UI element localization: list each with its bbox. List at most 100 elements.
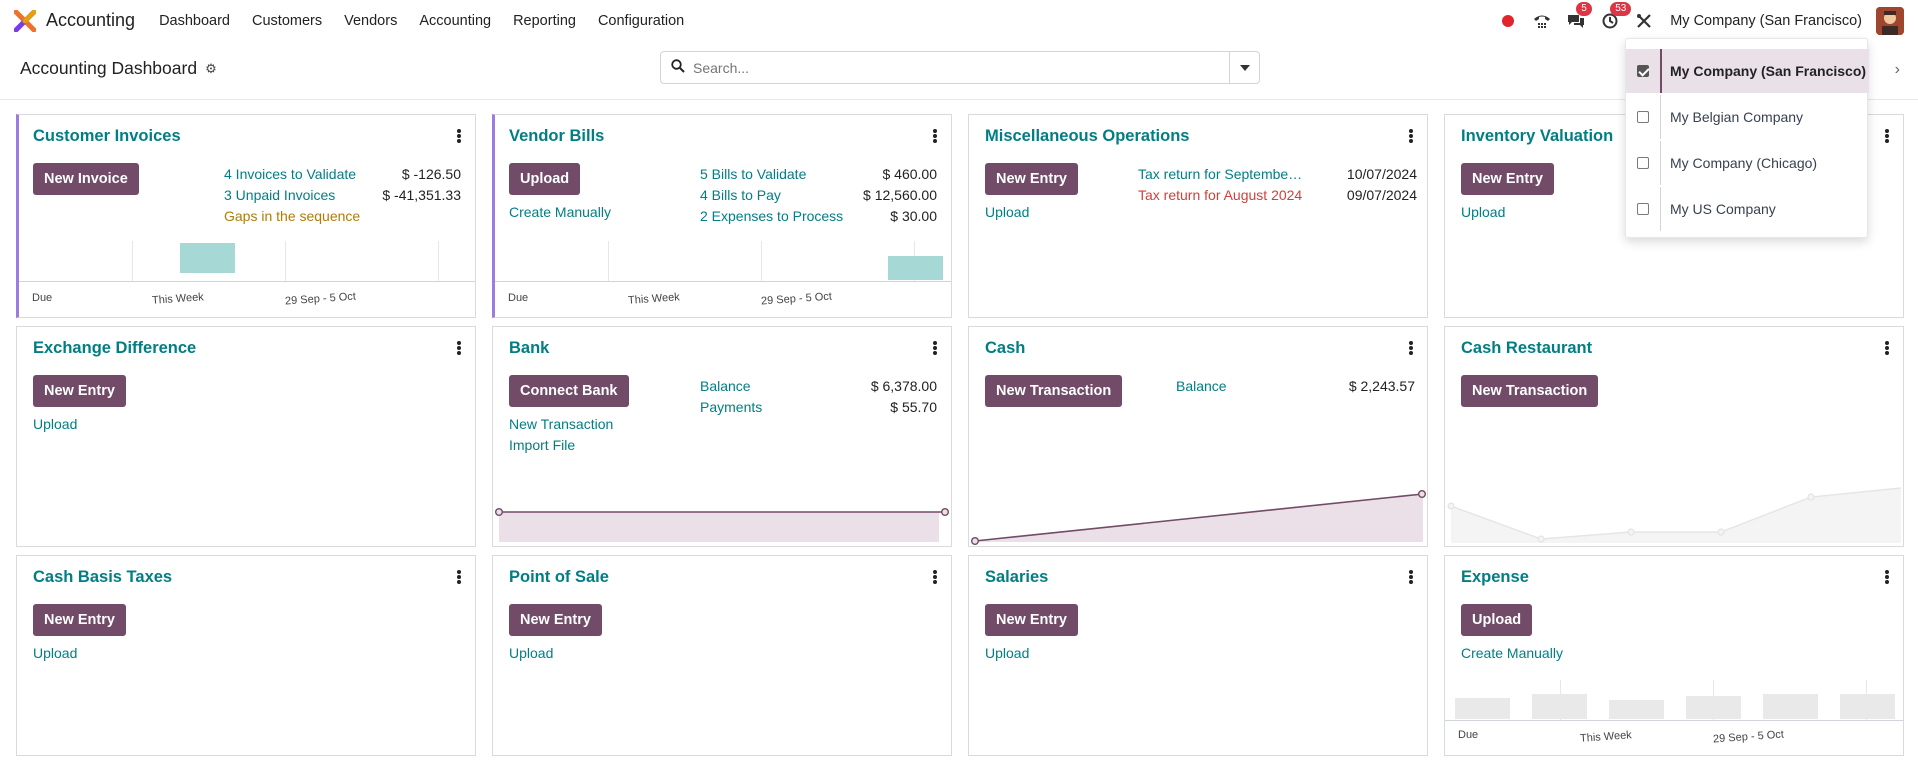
new-transaction-link[interactable]: New Transaction <box>509 416 614 432</box>
chart-baseline <box>1445 720 1903 721</box>
import-file-link[interactable]: Import File <box>509 437 576 453</box>
debug-tools-icon[interactable] <box>1634 11 1654 31</box>
balance-link[interactable]: Balance <box>1176 378 1227 394</box>
menu-dashboard[interactable]: Dashboard <box>159 12 230 29</box>
card-vendor-bills: Vendor Bills Upload Create Manually 5 Bi… <box>492 114 952 318</box>
activities-icon[interactable]: 53 <box>1600 1 1632 31</box>
new-entry-button[interactable]: New Entry <box>985 604 1078 636</box>
kebab-menu-icon[interactable] <box>933 570 937 584</box>
kebab-menu-icon[interactable] <box>457 570 461 584</box>
connect-bank-button[interactable]: Connect Bank <box>509 375 629 407</box>
tax-return-august-link[interactable]: Tax return for August 2024 <box>1138 187 1303 203</box>
kebab-menu-icon[interactable] <box>457 129 461 143</box>
chevron-right-icon[interactable]: › <box>1894 61 1900 78</box>
upload-button[interactable]: Upload <box>509 163 581 195</box>
upload-link[interactable]: Upload <box>1461 204 1506 220</box>
card-title[interactable]: Expense <box>1461 568 1529 586</box>
tax-return-september-link[interactable]: Tax return for Septembe… <box>1138 166 1303 182</box>
kebab-menu-icon[interactable] <box>1409 341 1413 355</box>
company-option-label[interactable]: My Company (San Francisco) <box>1670 63 1867 79</box>
company-option-label[interactable]: My Company (Chicago) <box>1670 155 1818 171</box>
user-avatar[interactable] <box>1876 6 1904 35</box>
upload-link[interactable]: Upload <box>33 645 78 661</box>
card-title[interactable]: Vendor Bills <box>509 127 605 145</box>
bills-to-validate-link[interactable]: 5 Bills to Validate <box>700 166 807 182</box>
upload-link[interactable]: Upload <box>33 416 78 432</box>
new-entry-button[interactable]: New Entry <box>1461 163 1554 195</box>
new-invoice-button[interactable]: New Invoice <box>33 163 139 195</box>
bills-to-pay-link[interactable]: 4 Bills to Pay <box>700 187 781 203</box>
checkbox-icon[interactable] <box>1637 111 1649 123</box>
company-option[interactable]: My Company (San Francisco) <box>1626 49 1869 93</box>
invoices-to-validate-link[interactable]: 4 Invoices to Validate <box>224 166 357 182</box>
company-option[interactable]: My Company (Chicago) <box>1626 141 1869 185</box>
menu-configuration[interactable]: Configuration <box>597 12 685 29</box>
gear-icon[interactable]: ⚙ <box>205 60 217 76</box>
card-title[interactable]: Bank <box>509 339 550 357</box>
card-title[interactable]: Exchange Difference <box>33 339 197 357</box>
search-options-toggle[interactable] <box>1229 52 1259 83</box>
company-option-label[interactable]: My US Company <box>1670 201 1776 217</box>
expenses-to-process-link[interactable]: 2 Expenses to Process <box>700 208 844 224</box>
bills-to-pay-amount: $ 12,560.00 <box>863 187 937 203</box>
record-icon[interactable] <box>1498 11 1518 31</box>
create-manually-link[interactable]: Create Manually <box>1461 645 1563 661</box>
chart-gridline <box>132 241 133 281</box>
kebab-menu-icon[interactable] <box>457 341 461 355</box>
company-option-label[interactable]: My Belgian Company <box>1670 109 1804 125</box>
new-entry-button[interactable]: New Entry <box>33 604 126 636</box>
company-option[interactable]: My US Company <box>1626 187 1869 231</box>
upload-link[interactable]: Upload <box>985 204 1030 220</box>
search-bar <box>660 51 1260 84</box>
phone-icon[interactable] <box>1532 11 1552 31</box>
menu-customers[interactable]: Customers <box>252 12 323 29</box>
company-option[interactable]: My Belgian Company <box>1626 95 1869 139</box>
menu-reporting[interactable]: Reporting <box>513 12 576 29</box>
card-title[interactable]: Salaries <box>985 568 1049 586</box>
app-logo-icon[interactable] <box>13 9 37 32</box>
unpaid-invoices-link[interactable]: 3 Unpaid Invoices <box>224 187 336 203</box>
messages-icon[interactable]: 5 <box>1566 1 1592 31</box>
checkbox-checked-icon[interactable] <box>1637 65 1649 77</box>
company-switcher[interactable]: My Company (San Francisco) <box>1670 12 1862 29</box>
chart-bar-sample <box>1686 696 1741 719</box>
kebab-menu-icon[interactable] <box>1409 570 1413 584</box>
new-transaction-button[interactable]: New Transaction <box>985 375 1123 407</box>
kebab-menu-icon[interactable] <box>1885 129 1889 143</box>
new-entry-button[interactable]: New Entry <box>33 375 126 407</box>
new-entry-button[interactable]: New Entry <box>509 604 602 636</box>
kebab-menu-icon[interactable] <box>933 341 937 355</box>
new-entry-button[interactable]: New Entry <box>985 163 1078 195</box>
card-title[interactable]: Point of Sale <box>509 568 609 586</box>
card-misc-operations: Miscellaneous Operations New Entry Uploa… <box>968 114 1428 318</box>
chart-gridline <box>608 241 609 281</box>
kebab-menu-icon[interactable] <box>933 129 937 143</box>
payments-link[interactable]: Payments <box>700 399 763 415</box>
chart-bar-this-week[interactable] <box>180 243 235 273</box>
chart-bar-next-week[interactable] <box>888 256 943 280</box>
expenses-to-process-amount: $ 30.00 <box>890 208 937 224</box>
card-title[interactable]: Customer Invoices <box>33 127 181 145</box>
upload-link[interactable]: Upload <box>985 645 1030 661</box>
menu-accounting[interactable]: Accounting <box>419 12 492 29</box>
card-title[interactable]: Cash Restaurant <box>1461 339 1593 357</box>
upload-button[interactable]: Upload <box>1461 604 1533 636</box>
card-title[interactable]: Cash <box>985 339 1026 357</box>
card-title[interactable]: Cash Basis Taxes <box>33 568 173 586</box>
upload-link[interactable]: Upload <box>509 645 554 661</box>
balance-link[interactable]: Balance <box>700 378 751 394</box>
card-cash-restaurant: Cash Restaurant New Transaction <box>1444 326 1904 547</box>
new-transaction-button[interactable]: New Transaction <box>1461 375 1599 407</box>
create-manually-link[interactable]: Create Manually <box>509 204 611 220</box>
sequence-gaps-link[interactable]: Gaps in the sequence <box>224 208 361 224</box>
search-input[interactable] <box>693 59 1213 76</box>
kebab-menu-icon[interactable] <box>1409 129 1413 143</box>
app-name[interactable]: Accounting <box>46 10 136 30</box>
card-title[interactable]: Inventory Valuation <box>1461 127 1614 145</box>
checkbox-icon[interactable] <box>1637 203 1649 215</box>
checkbox-icon[interactable] <box>1637 157 1649 169</box>
menu-vendors[interactable]: Vendors <box>344 12 398 29</box>
card-title[interactable]: Miscellaneous Operations <box>985 127 1190 145</box>
kebab-menu-icon[interactable] <box>1885 341 1889 355</box>
kebab-menu-icon[interactable] <box>1885 570 1889 584</box>
